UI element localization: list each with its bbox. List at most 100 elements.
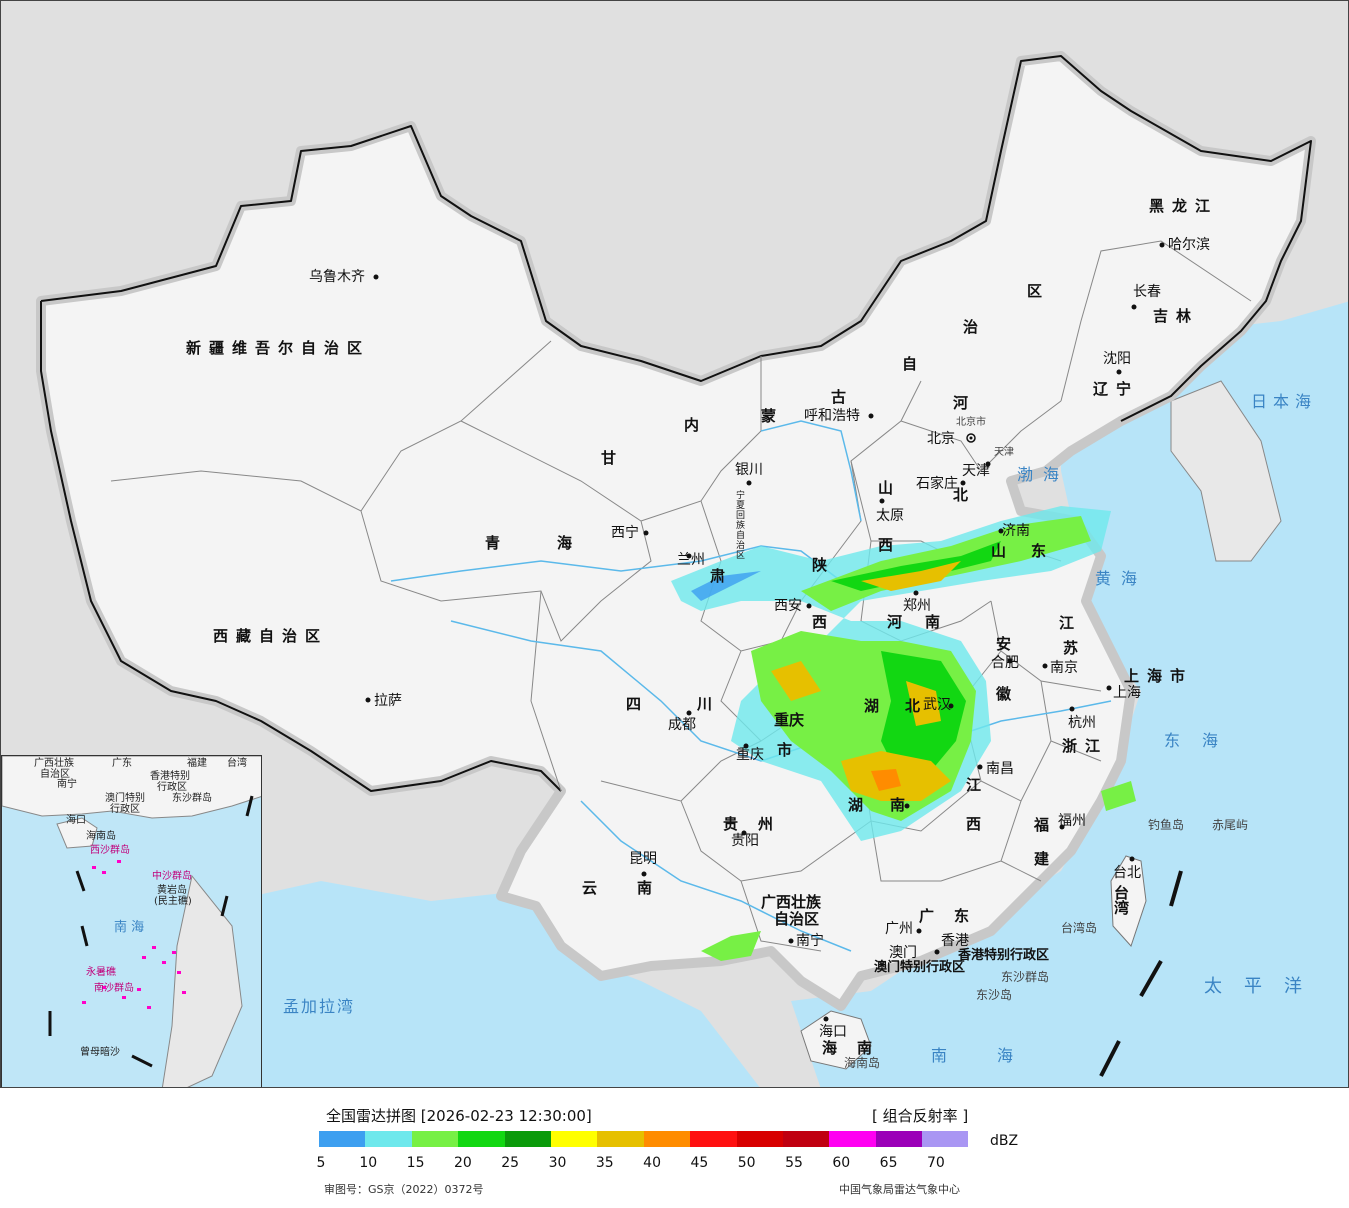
city-urumqi: 乌鲁木齐 [309, 269, 365, 285]
japan-sea-area [1241, 321, 1348, 471]
prov-guizhou: 贵州 [723, 815, 794, 833]
sea-east: 东海 [1164, 731, 1241, 750]
inset-xisha: 西沙群岛 [90, 845, 130, 856]
city-hangzhou: 杭州 [1068, 715, 1096, 731]
colorbar-tick-label: 55 [785, 1155, 803, 1171]
island-taiwan: 台湾岛 [1061, 921, 1098, 935]
prov-hk-sar: 香港特别行政区 [958, 948, 1050, 963]
inset-huangyan: 黄岩岛 [157, 885, 187, 896]
city-macau: 澳门 [889, 945, 917, 961]
inset-zengmu: 曾母暗沙 [80, 1047, 120, 1058]
prov-taiwan: 台湾 [1114, 884, 1130, 917]
prov-xinjiang: 新疆维吾尔自治区 [186, 339, 371, 357]
prov-anhui-a: 安 [996, 635, 1012, 653]
city-shijiazhuang: 石家庄 [916, 476, 958, 492]
prov-shandong-a: 山 [991, 542, 1007, 560]
prov-liaoning: 辽宁 [1093, 380, 1140, 398]
prov-sichuan-a: 四 [626, 695, 642, 713]
colorbar-tick-label: 65 [879, 1155, 898, 1171]
city-nanjing: 南京 [1050, 660, 1078, 676]
colorbar-swatch [690, 1131, 737, 1147]
sea-bohai: 渤海 [1017, 465, 1070, 484]
city-shenyang: 沈阳 [1103, 351, 1131, 367]
prov-nm-b: 蒙 [761, 407, 777, 425]
prov-hubei-a: 湖 [864, 697, 880, 715]
prov-anhui-b: 徽 [996, 685, 1012, 703]
prov-jiangxi-a: 江 [966, 776, 982, 794]
inset-hainan-dao: 海南岛 [86, 831, 116, 842]
prov-hainan: 海南 [822, 1039, 893, 1057]
bengal-sea-area [201, 881, 760, 1087]
city-haikou: 海口 [819, 1024, 847, 1040]
prov-nm-d: 自 [902, 355, 918, 373]
prov-shaanxi-a: 陕 [812, 556, 828, 574]
prov-qinghai-a: 青 [485, 534, 501, 552]
colorbar-swatch [643, 1131, 691, 1147]
colorbar-swatch [875, 1131, 923, 1147]
city-beijing-small: 北京市 [956, 417, 986, 428]
city-xian: 西安 [774, 598, 802, 614]
city-nanning: 南宁 [796, 933, 824, 949]
city-tianjin: 天津 [962, 463, 990, 479]
prov-shaanxi-b: 西 [812, 613, 828, 631]
city-taiyuan: 太原 [876, 508, 904, 524]
inset-yongshu: 永暑礁 [86, 967, 116, 978]
hainan-island-shape [800, 1010, 872, 1070]
prov-hubei-b: 北 [905, 697, 921, 715]
city-guiyang: 贵阳 [731, 833, 759, 849]
city-xining: 西宁 [611, 525, 639, 541]
city-hohhot: 呼和浩特 [804, 408, 860, 424]
prov-shanghai: 上海市 [1124, 667, 1194, 685]
taiwan-island-shape [1110, 855, 1147, 947]
city-tianjin-small: 天津 [994, 447, 1014, 458]
prov-jiangsu-a: 江 [1059, 614, 1075, 632]
review-number: 审图号：GS京（2022）0372号 [324, 1183, 484, 1196]
prov-chongqing-a: 重庆 [774, 711, 805, 729]
colorbar-swatch [365, 1131, 412, 1147]
prov-guangxi-a: 广西壮族 [761, 893, 822, 911]
city-jinan: 济南 [1002, 523, 1030, 539]
inset-hk: 香港特别 [150, 771, 190, 782]
inset-guangdong: 广东 [112, 758, 132, 769]
colorbar-tick-label: 25 [501, 1155, 520, 1171]
sea-japan: 日本海 [1251, 392, 1318, 411]
island-dongsha: 东沙群岛 [1001, 970, 1050, 984]
colorbar-swatch [829, 1131, 876, 1147]
prov-mo-sar: 澳门特别行政区 [874, 960, 966, 975]
city-hefei: 合肥 [991, 655, 1019, 671]
prov-shandong-b: 东 [1031, 542, 1047, 560]
prov-chongqing-b: 市 [777, 741, 793, 759]
colorbar-tick-label: 50 [737, 1155, 756, 1171]
prov-hebei-b: 北 [953, 486, 969, 504]
inset-hk-b: 行政区 [157, 782, 187, 793]
colorbar-swatch [319, 1131, 366, 1147]
city-fuzhou: 福州 [1058, 813, 1086, 829]
inset-guangxi: 广西壮族 [34, 758, 74, 769]
city-wuhan: 武汉 [923, 697, 951, 713]
sea-south: 南海 [931, 1046, 1064, 1065]
inset-haikou: 海口 [66, 815, 86, 826]
island-hainan: 海南岛 [844, 1056, 881, 1070]
radar-map: 乌鲁木齐 拉萨 西宁 兰州 银川 呼和浩特 北京 北京市 天津 天津 石家庄 太… [0, 0, 1349, 1088]
city-hongkong: 香港 [941, 933, 969, 949]
china-border [40, 55, 1312, 792]
prov-fujian-a: 福 [1034, 816, 1050, 834]
legend-unit: dBZ [990, 1133, 1019, 1149]
prov-qinghai-b: 海 [557, 534, 573, 552]
sea-pacific: 太平洋 [1204, 976, 1324, 997]
colorbar-swatch [922, 1131, 969, 1147]
prov-guangxi-b: 自治区 [774, 910, 820, 928]
prov-henan-b: 南 [925, 613, 941, 631]
city-beijing: 北京 [927, 431, 955, 447]
inset-nanning: 南宁 [57, 779, 77, 790]
colorbar-tick-label: 10 [359, 1155, 378, 1171]
inset-mo-b: 行政区 [110, 804, 140, 815]
inset-nanhai: 南 海 [114, 920, 145, 935]
sea-yellow: 黄海 [1095, 569, 1148, 588]
colorbar-tick-label: 45 [690, 1155, 709, 1171]
sea-bengal: 孟加拉湾 [283, 997, 356, 1016]
prov-fujian-b: 建 [1034, 850, 1050, 868]
island-diaoyu: 钓鱼岛 [1148, 818, 1185, 832]
prov-nm-f: 区 [1027, 282, 1043, 300]
colorbar-swatch [736, 1131, 783, 1147]
